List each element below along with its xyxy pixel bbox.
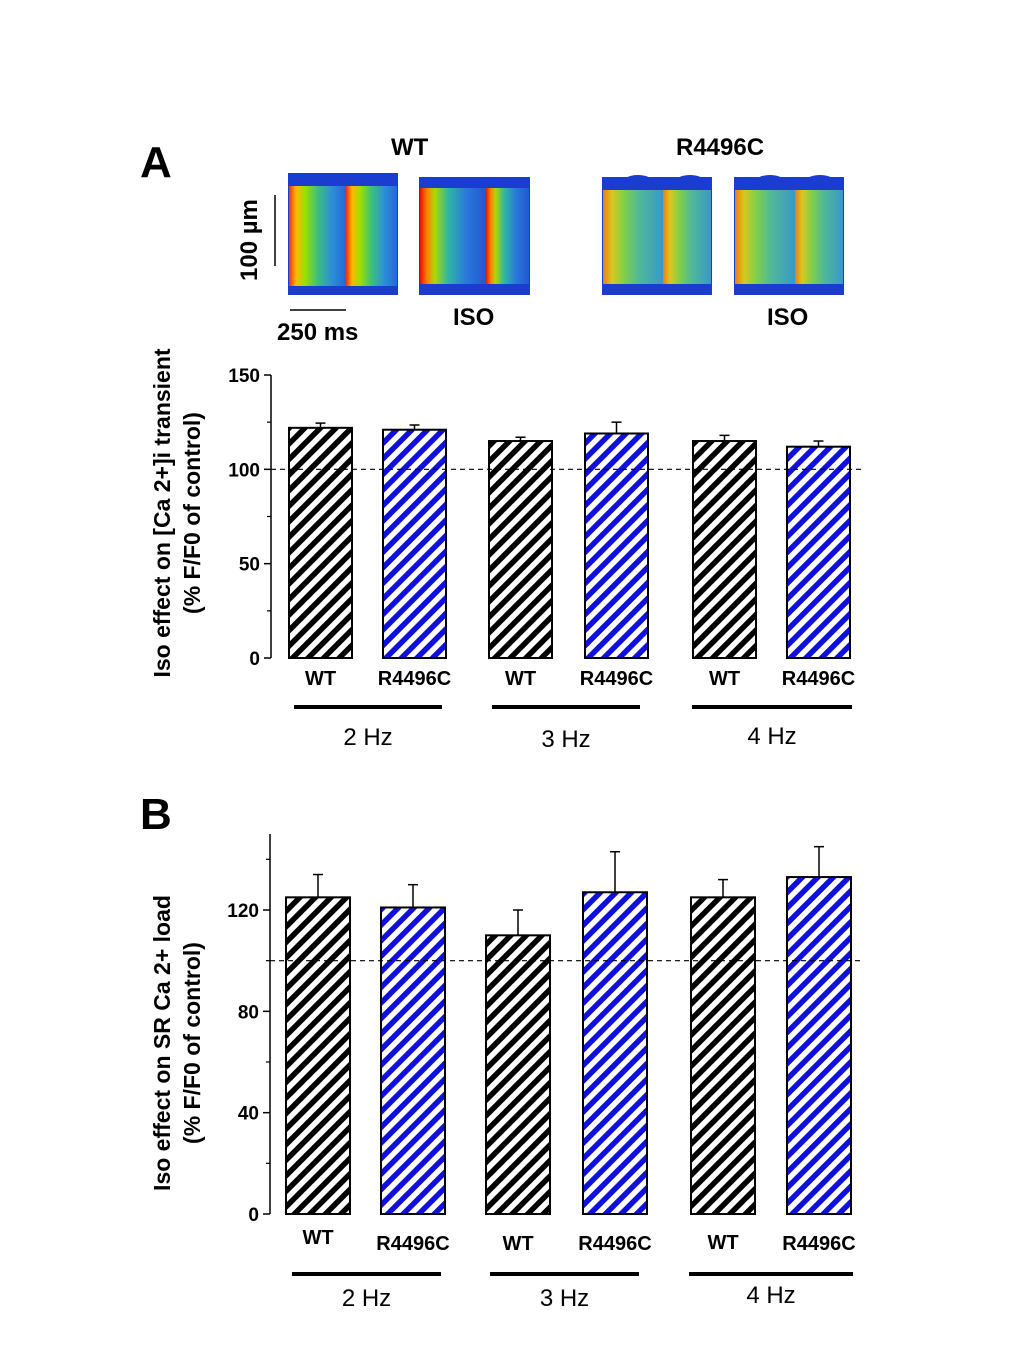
category-label: R4496C xyxy=(782,1233,855,1255)
y-tick-label: 0 xyxy=(249,649,260,670)
category-label: R4496C xyxy=(378,668,451,690)
y-tick-label: 150 xyxy=(228,366,260,387)
group-label: 4 Hz xyxy=(746,1282,795,1309)
category-label: WT xyxy=(707,1232,738,1254)
bar-wt xyxy=(488,440,553,659)
category-label: R4496C xyxy=(580,668,653,690)
category-label: WT xyxy=(305,668,336,690)
y-axis-label-line1: Iso effect on [Ca 2+]i transient xyxy=(149,348,175,677)
category-label: R4496C xyxy=(376,1233,449,1255)
category-label: R4496C xyxy=(782,668,855,690)
y-axis-label: Iso effect on [Ca 2+]i transient (% F/F0 … xyxy=(149,348,205,677)
panel-a-letter: A xyxy=(140,138,172,187)
group-label: 2 Hz xyxy=(343,724,392,751)
mutant-image-title: R4496C xyxy=(676,134,765,161)
bar-wt xyxy=(485,934,551,1215)
y-axis-label-line2: (% F/F0 of control) xyxy=(179,942,205,1144)
bar-r4496c xyxy=(786,876,852,1215)
bar-wt xyxy=(692,440,757,659)
bar-r4496c xyxy=(582,891,648,1216)
group-label: 3 Hz xyxy=(541,726,590,753)
category-label: WT xyxy=(505,668,536,690)
y-tick-label: 40 xyxy=(238,1104,259,1125)
group-label: 3 Hz xyxy=(540,1285,589,1312)
bar-r4496c xyxy=(786,445,851,660)
y-tick-label: 80 xyxy=(238,1002,259,1023)
wt-control-linescan xyxy=(288,173,398,295)
wt-image-title: WT xyxy=(391,134,429,161)
panel-b-letter: B xyxy=(140,790,172,839)
bar-r4496c xyxy=(584,432,649,659)
horizontal-scale-label: 250 ms xyxy=(277,319,359,346)
bar-wt xyxy=(690,896,756,1215)
mutant-control-linescan xyxy=(602,175,712,295)
y-tick-label: 50 xyxy=(239,555,260,576)
vertical-scale-label: 100 µm xyxy=(236,199,263,281)
y-tick-label: 120 xyxy=(227,901,259,922)
y-axis-label-line1: Iso effect on SR Ca 2+ load xyxy=(149,895,175,1191)
y-axis-label: Iso effect on SR Ca 2+ load (% F/F0 of co… xyxy=(149,895,205,1191)
mutant-iso-label: ISO xyxy=(767,304,809,331)
y-axis-label-line2: (% F/F0 of control) xyxy=(179,412,205,614)
bar-r4496c xyxy=(382,428,447,659)
chart-b: 0 40 80 120 WT R4496C WT R4496C WT R4496C 2 Hz 3 Hz… xyxy=(149,834,862,1312)
y-tick-label: 100 xyxy=(228,460,260,481)
category-label: WT xyxy=(502,1233,533,1255)
category-label: WT xyxy=(302,1227,333,1249)
linescan-images xyxy=(274,173,844,311)
wt-iso-linescan xyxy=(419,177,530,295)
category-label: R4496C xyxy=(578,1233,651,1255)
group-label: 2 Hz xyxy=(342,1285,391,1312)
bar-r4496c xyxy=(380,906,446,1215)
wt-iso-label: ISO xyxy=(453,304,495,331)
group-label: 4 Hz xyxy=(747,723,796,750)
y-tick-label: 0 xyxy=(248,1205,259,1226)
category-label: WT xyxy=(709,668,740,690)
mutant-iso-linescan xyxy=(734,175,844,295)
bar-wt xyxy=(285,896,351,1215)
chart-a: 0 50 100 150 WT R4496C WT R4496C WT R4496C 2 Hz 3 H… xyxy=(149,348,862,753)
bar-wt xyxy=(288,426,353,660)
